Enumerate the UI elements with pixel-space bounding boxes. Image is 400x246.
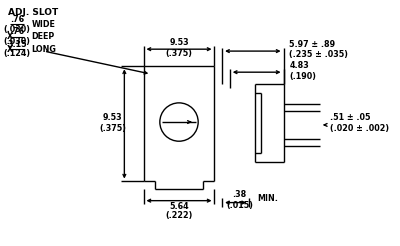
- Text: (.030): (.030): [4, 25, 30, 33]
- Text: (.222): (.222): [165, 211, 193, 219]
- Text: 9.53: 9.53: [103, 113, 123, 122]
- Text: X: X: [6, 32, 12, 41]
- Text: ADJ. SLOT: ADJ. SLOT: [8, 8, 58, 17]
- Text: DEEP: DEEP: [31, 32, 55, 41]
- Text: X: X: [6, 45, 12, 54]
- Text: 4.83: 4.83: [289, 61, 309, 70]
- Text: 5.64: 5.64: [169, 202, 189, 211]
- Text: 3.15: 3.15: [7, 40, 27, 49]
- Text: (.235 ± .035): (.235 ± .035): [289, 50, 348, 60]
- Text: 9.53: 9.53: [169, 38, 189, 47]
- Text: 5.97 ± .89: 5.97 ± .89: [289, 40, 335, 49]
- Text: (.015): (.015): [226, 201, 253, 210]
- Text: (.375): (.375): [99, 124, 126, 133]
- Text: (.124): (.124): [4, 49, 30, 59]
- Text: (.375): (.375): [166, 48, 192, 58]
- Text: .51 ± .05: .51 ± .05: [330, 113, 370, 122]
- Text: (.190): (.190): [289, 72, 316, 80]
- Text: (.020 ± .002): (.020 ± .002): [330, 124, 389, 133]
- Text: .76: .76: [10, 27, 24, 36]
- Text: .76: .76: [10, 15, 24, 24]
- Text: MIN.: MIN.: [258, 194, 279, 203]
- Text: .38: .38: [232, 190, 246, 200]
- Text: WIDE: WIDE: [31, 20, 55, 29]
- Text: (.030): (.030): [4, 37, 30, 46]
- Text: LONG: LONG: [31, 45, 56, 54]
